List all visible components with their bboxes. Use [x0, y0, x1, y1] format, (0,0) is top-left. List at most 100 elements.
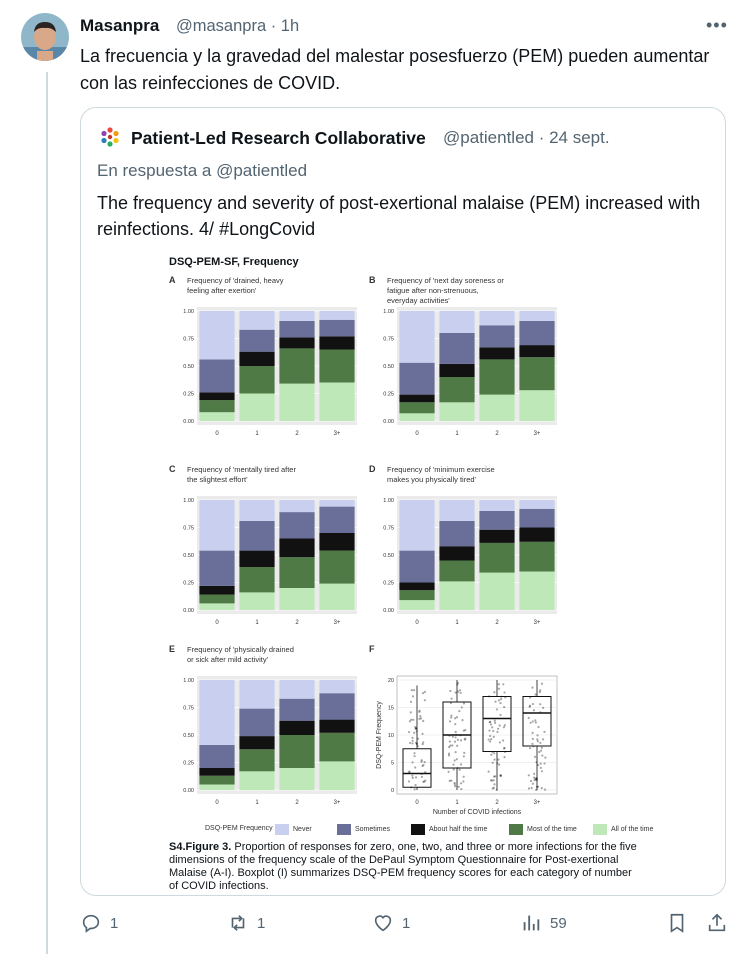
jitter-point [494, 775, 497, 778]
y-tick-label: 0.75 [183, 337, 194, 343]
y-tick-label: 10 [388, 733, 394, 739]
thread-line [46, 72, 48, 954]
reply-handle-link[interactable]: @patientled [216, 161, 308, 180]
jitter-point [411, 742, 414, 745]
panel-label-C: C [169, 464, 176, 474]
x-tick-label: 2 [495, 620, 499, 626]
jitter-point [533, 755, 537, 758]
jitter-point [536, 738, 539, 741]
panel-title-B: fatigue after non-strenuous, [387, 286, 479, 295]
jitter-point [413, 788, 416, 791]
jitter-point [459, 782, 463, 785]
bar-segment [239, 749, 275, 772]
more-options-icon[interactable]: ••• [706, 15, 728, 35]
jitter-point [460, 787, 463, 791]
jitter-point [490, 753, 493, 756]
legend-item-most: Most of the time [509, 824, 577, 835]
views-button[interactable]: 59 [520, 912, 567, 934]
bar-segment [519, 345, 555, 358]
jitter-point [452, 768, 455, 771]
bar-segment [519, 500, 555, 509]
bar-segment [239, 550, 275, 568]
reply-button[interactable]: 1 [80, 912, 118, 934]
jitter-point [503, 691, 506, 694]
jitter-point [499, 698, 503, 701]
quoted-author-handle-time[interactable]: @patientled · 24 sept. [443, 128, 610, 147]
bar-segment [279, 538, 315, 558]
jitter-point [411, 739, 414, 742]
y-tick-label: 0.25 [383, 392, 394, 398]
figure-title: DSQ-PEM-SF, Frequency [169, 256, 299, 268]
jitter-point [462, 780, 465, 783]
quoted-author-name[interactable]: Patient-Led Research Collaborative [131, 128, 426, 148]
bar-segment [279, 680, 315, 699]
jitter-point [498, 763, 501, 766]
bar-segment [399, 402, 435, 414]
quoted-post[interactable]: Patient-Led Research Collaborative @pati… [80, 107, 726, 896]
author-handle-time[interactable]: @masanpra · 1h [176, 17, 300, 35]
bar-segment [279, 500, 315, 513]
bookmark-icon [670, 913, 684, 933]
jitter-point [502, 747, 506, 750]
jitter-point [502, 726, 506, 729]
like-button[interactable]: 1 [372, 912, 410, 934]
repost-button[interactable]: 1 [227, 912, 265, 934]
bar-segment [239, 567, 275, 593]
jitter-point [422, 763, 425, 767]
jitter-point [491, 787, 494, 790]
bar-segment [519, 357, 555, 391]
bar-segment [479, 572, 515, 610]
bar-segment [319, 719, 355, 733]
bar-segment [439, 520, 475, 547]
bar-segment [239, 708, 275, 737]
jitter-point [539, 749, 543, 752]
bar-segment [239, 351, 275, 366]
jitter-point [489, 723, 493, 726]
bar-segment [519, 311, 555, 321]
bar-segment [199, 392, 235, 401]
jitter-point [502, 683, 505, 686]
bookmark-button[interactable] [666, 912, 688, 934]
jitter-point [409, 711, 412, 714]
author-name[interactable]: Masanpra [80, 16, 160, 35]
y-tick-label: 1.00 [183, 678, 194, 684]
x-tick-label: 0 [215, 620, 219, 626]
bar-segment [399, 311, 435, 363]
jitter-point [450, 714, 453, 717]
x-tick-label: 0 [415, 431, 419, 437]
jitter-point [533, 779, 536, 782]
y-tick-label: 1.00 [383, 498, 394, 504]
jitter-point [488, 740, 492, 743]
bar-segment [199, 775, 235, 785]
jitter-point [492, 779, 495, 782]
x-tick-label: 1 [455, 800, 459, 806]
jitter-point [461, 719, 464, 722]
jitter-point [493, 719, 496, 722]
bar-segment [239, 329, 275, 352]
jitter-point [413, 731, 416, 734]
avatar[interactable] [21, 13, 69, 61]
jitter-point [421, 764, 424, 768]
jitter-point [411, 761, 414, 764]
jitter-point [503, 756, 506, 759]
jitter-point [423, 690, 426, 693]
jitter-point [448, 745, 451, 749]
jitter-point [539, 762, 542, 765]
y-tick-label: 0.00 [183, 419, 194, 425]
x-tick-label: 3+ [534, 800, 541, 806]
bar-segment [439, 581, 475, 610]
panel-title-D: Frequency of 'minimum exercise [387, 465, 495, 474]
bar-segment [479, 311, 515, 326]
figure-image[interactable]: DSQ-PEM-SF, Frequency A Frequency of 'dra… [129, 248, 689, 895]
caption-body: Proportion of responses for zero, one, t… [169, 841, 637, 892]
share-button[interactable] [706, 912, 728, 934]
bar-segment [319, 680, 355, 694]
bar-segment [399, 600, 435, 610]
bar-segment [279, 311, 315, 321]
jitter-point [534, 693, 537, 696]
bar-segment [279, 588, 315, 610]
jitter-point [421, 732, 424, 735]
jitter-point [490, 737, 493, 741]
bar-segment [519, 571, 555, 610]
jitter-point [451, 744, 454, 747]
